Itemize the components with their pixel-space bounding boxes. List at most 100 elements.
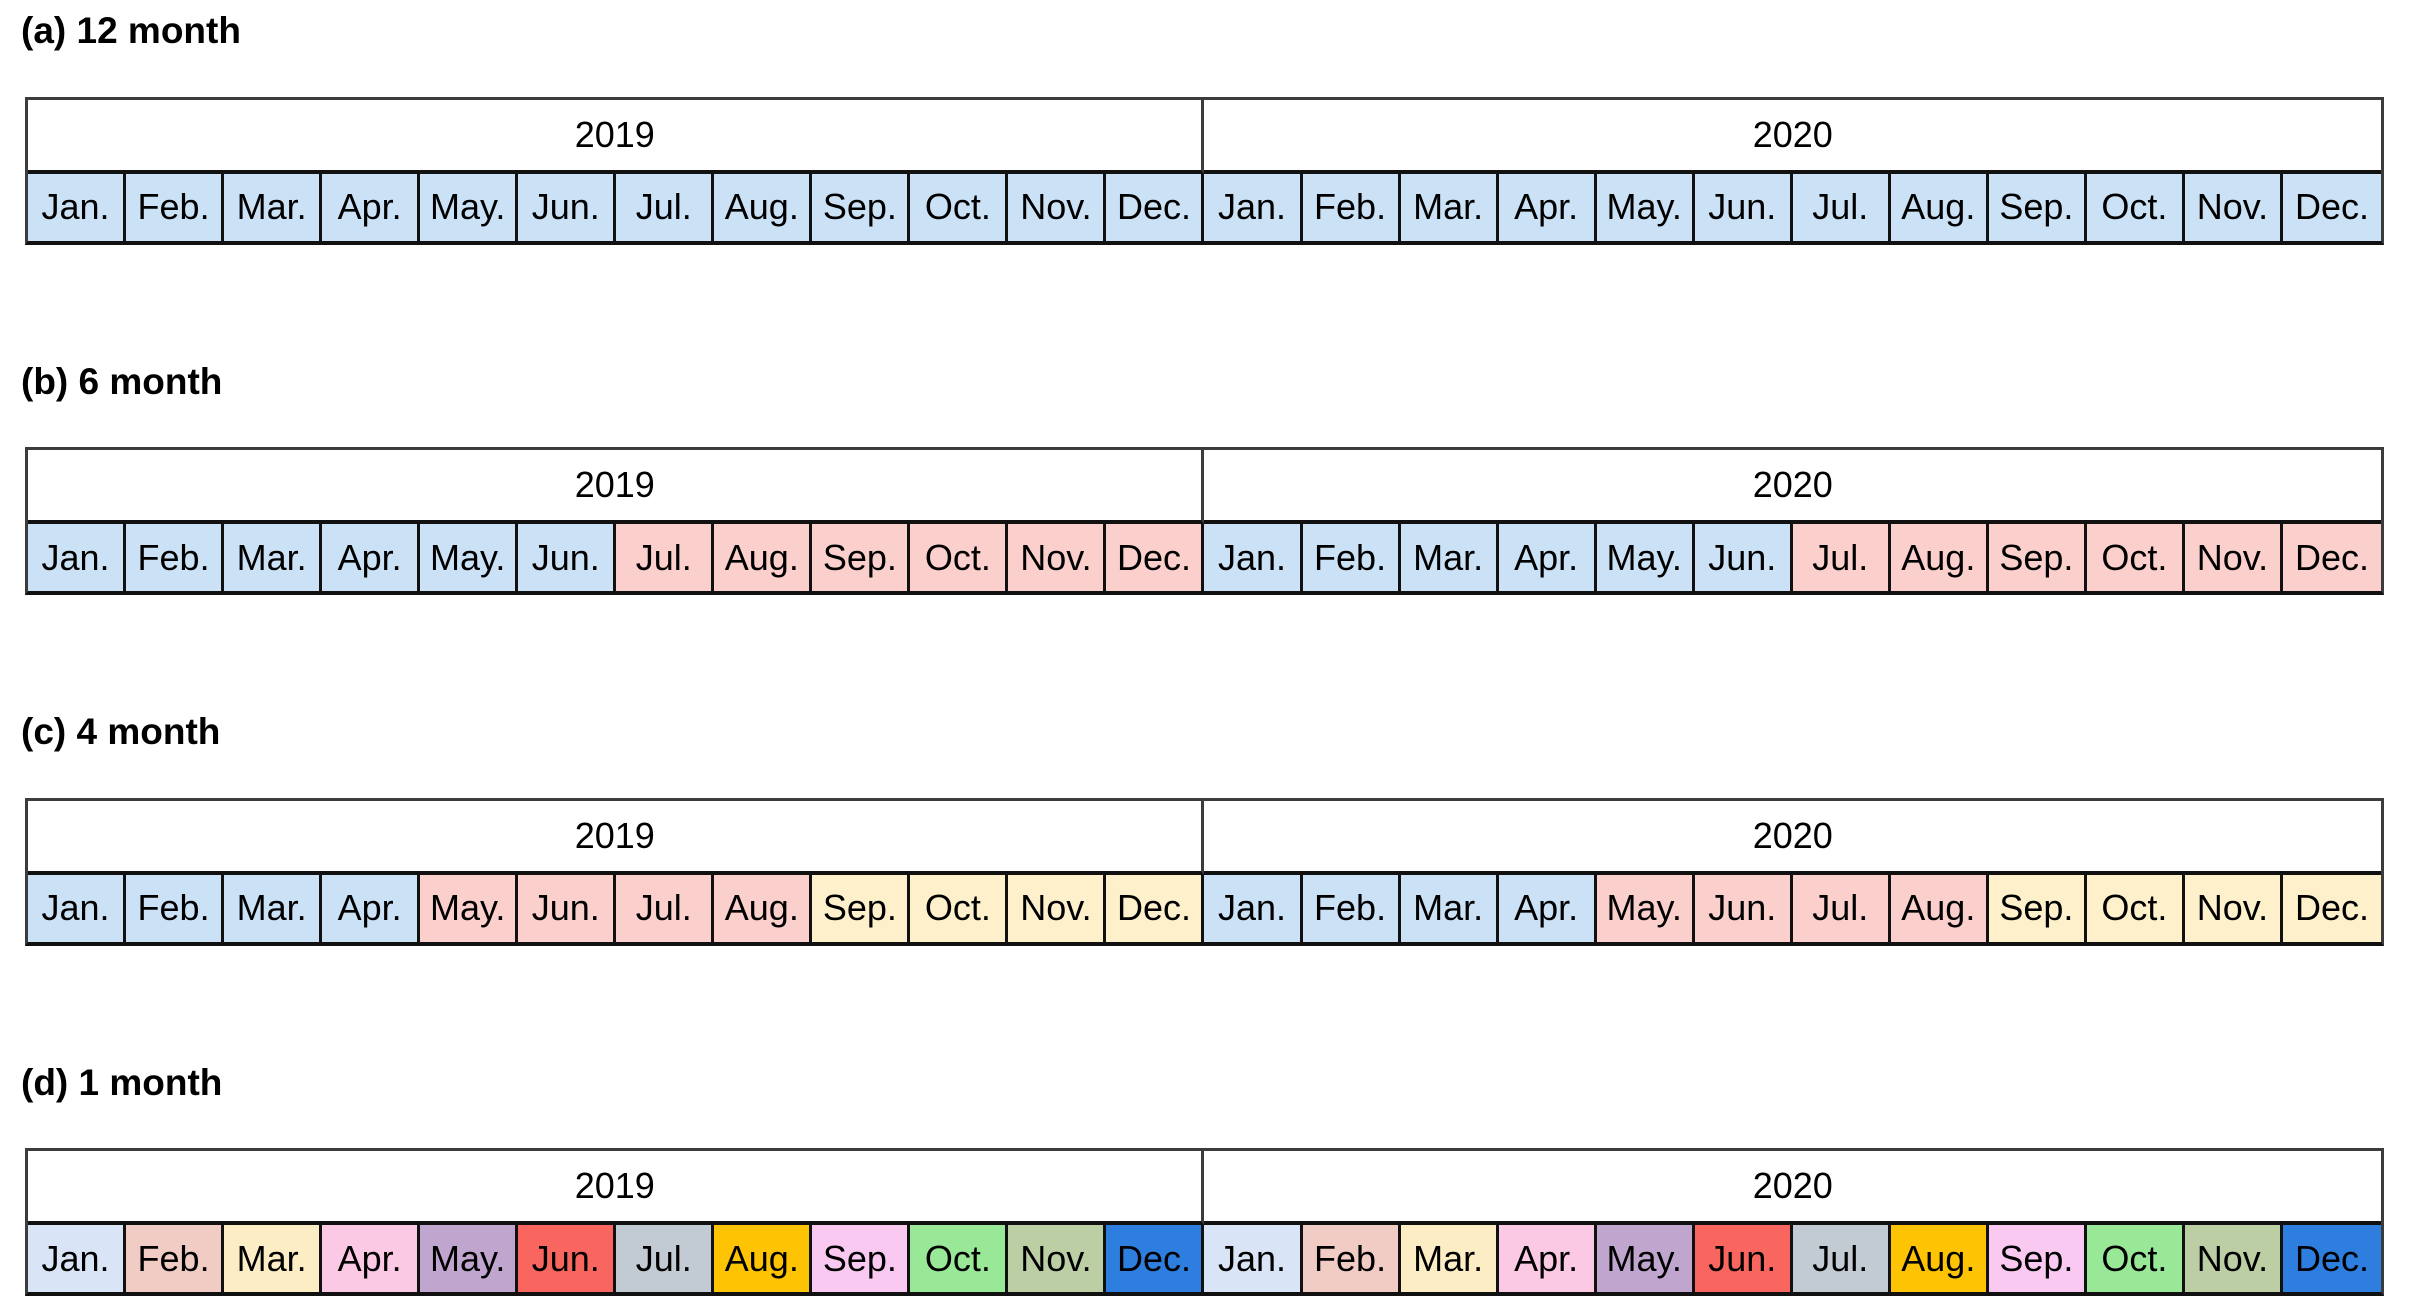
- month-cell: Aug.: [714, 1225, 813, 1293]
- month-cell: Jan.: [28, 173, 127, 241]
- panel-title: (d) 1 month: [21, 1061, 223, 1103]
- year-label: 2019: [28, 800, 1205, 875]
- month-cell: Apr.: [1498, 1225, 1597, 1293]
- month-cell: Nov.: [2184, 524, 2283, 592]
- panel-title: (b) 6 month: [21, 360, 223, 402]
- month-cell: Jan.: [1204, 874, 1303, 942]
- month-cell: Jul.: [616, 874, 715, 942]
- month-cell: Dec.: [1106, 874, 1205, 942]
- month-cell: Mar.: [224, 524, 323, 592]
- month-cell: Aug.: [714, 173, 813, 241]
- month-cell: Oct.: [910, 874, 1009, 942]
- month-cell: Jul.: [616, 173, 715, 241]
- month-cell: Jan.: [1204, 524, 1303, 592]
- month-cell: May.: [1596, 1225, 1695, 1293]
- month-cell: Sep.: [812, 874, 911, 942]
- month-cell: Dec.: [1106, 1225, 1205, 1293]
- month-cell: Oct.: [2086, 173, 2185, 241]
- panel-1-month: (d) 1 month 2019 2020 Jan. Feb. Mar. Apr. May.…: [21, 1062, 2414, 1297]
- month-cell: Feb.: [1302, 173, 1401, 241]
- year-label: 2020: [1204, 800, 2381, 875]
- month-cell: Apr.: [322, 874, 421, 942]
- calendar-table: 2019 2020 Jan. Feb. Mar. Apr. May. Jun. Jul. Aug.…: [25, 447, 2384, 596]
- month-cell: Jun.: [1694, 874, 1793, 942]
- calendar-table: 2019 2020 Jan. Feb. Mar. Apr. May. Jun. Jul. Aug.…: [25, 96, 2384, 245]
- month-cell: Jul.: [1792, 173, 1891, 241]
- month-cell: Apr.: [322, 173, 421, 241]
- month-cell: Jun.: [518, 874, 617, 942]
- month-cell: Jun.: [518, 524, 617, 592]
- month-cell: May.: [1596, 874, 1695, 942]
- month-cell: Nov.: [1008, 874, 1107, 942]
- month-cell: Jan.: [28, 874, 127, 942]
- month-cell: Mar.: [1400, 173, 1499, 241]
- month-cell: May.: [420, 524, 519, 592]
- month-cell: Aug.: [1890, 1225, 1989, 1293]
- year-label: 2020: [1204, 1151, 2381, 1226]
- month-cell: Oct.: [910, 524, 1009, 592]
- month-cell: Dec.: [2282, 524, 2381, 592]
- month-cell: Jan.: [28, 524, 127, 592]
- month-cell: Dec.: [1106, 173, 1205, 241]
- year-label: 2019: [28, 1151, 1205, 1226]
- month-cell: Mar.: [224, 1225, 323, 1293]
- month-cell: Sep.: [1988, 874, 2087, 942]
- month-cell: Sep.: [812, 1225, 911, 1293]
- month-cell: Mar.: [1400, 1225, 1499, 1293]
- month-cell: May.: [1596, 173, 1695, 241]
- month-cell: Oct.: [2086, 874, 2185, 942]
- month-cell: Jan.: [1204, 1225, 1303, 1293]
- month-cell: Apr.: [1498, 874, 1597, 942]
- month-cell: Nov.: [2184, 874, 2283, 942]
- month-cell: Feb.: [126, 874, 225, 942]
- month-cell: Jul.: [1792, 524, 1891, 592]
- panel-4-month: (c) 4 month 2019 2020 Jan. Feb. Mar. Apr. May.…: [21, 711, 2414, 946]
- month-cell: Mar.: [1400, 874, 1499, 942]
- panel-6-month: (b) 6 month 2019 2020 Jan. Feb. Mar. Apr. May.…: [21, 361, 2414, 596]
- month-cell: Mar.: [224, 874, 323, 942]
- month-cell: Jan.: [1204, 173, 1303, 241]
- month-cell: Jun.: [518, 1225, 617, 1293]
- month-cell: Sep.: [1988, 1225, 2087, 1293]
- calendar-table: 2019 2020 Jan. Feb. Mar. Apr. May. Jun. Jul. Aug.…: [25, 797, 2384, 946]
- calendar-table: 2019 2020 Jan. Feb. Mar. Apr. May. Jun. Jul. Aug.…: [25, 1148, 2384, 1297]
- month-cell: Jun.: [1694, 1225, 1793, 1293]
- month-cell: Sep.: [812, 173, 911, 241]
- month-cell: Dec.: [2282, 874, 2381, 942]
- month-cell: Jun.: [1694, 524, 1793, 592]
- month-cell: Oct.: [2086, 524, 2185, 592]
- month-cell: Nov.: [1008, 524, 1107, 592]
- month-cell: Nov.: [2184, 173, 2283, 241]
- month-cell: Aug.: [714, 874, 813, 942]
- month-cell: Apr.: [1498, 524, 1597, 592]
- month-cell: Feb.: [1302, 874, 1401, 942]
- month-cell: Jul.: [1792, 874, 1891, 942]
- month-cell: Sep.: [1988, 173, 2087, 241]
- month-cell: Mar.: [224, 173, 323, 241]
- month-cell: Jun.: [1694, 173, 1793, 241]
- month-cell: Apr.: [322, 1225, 421, 1293]
- month-cell: Feb.: [126, 524, 225, 592]
- year-label: 2020: [1204, 450, 2381, 525]
- year-label: 2019: [28, 99, 1205, 174]
- month-cell: Aug.: [714, 524, 813, 592]
- panel-12-month: (a) 12 month 2019 2020 Jan. Feb. Mar. Apr. May…: [21, 10, 2414, 245]
- month-cell: Feb.: [1302, 1225, 1401, 1293]
- month-cell: Oct.: [2086, 1225, 2185, 1293]
- month-cell: Jul.: [1792, 1225, 1891, 1293]
- panel-title: (c) 4 month: [21, 711, 221, 753]
- year-label: 2020: [1204, 99, 2381, 174]
- month-cell: Feb.: [126, 1225, 225, 1293]
- month-cell: Jan.: [28, 1225, 127, 1293]
- month-cell: Jun.: [518, 173, 617, 241]
- panel-title: (a) 12 month: [21, 10, 241, 51]
- month-cell: Apr.: [1498, 173, 1597, 241]
- month-cell: Mar.: [1400, 524, 1499, 592]
- month-cell: Jul.: [616, 1225, 715, 1293]
- month-cell: May.: [420, 173, 519, 241]
- month-cell: Feb.: [126, 173, 225, 241]
- month-cell: Apr.: [322, 524, 421, 592]
- month-cell: Dec.: [2282, 173, 2381, 241]
- month-cell: Feb.: [1302, 524, 1401, 592]
